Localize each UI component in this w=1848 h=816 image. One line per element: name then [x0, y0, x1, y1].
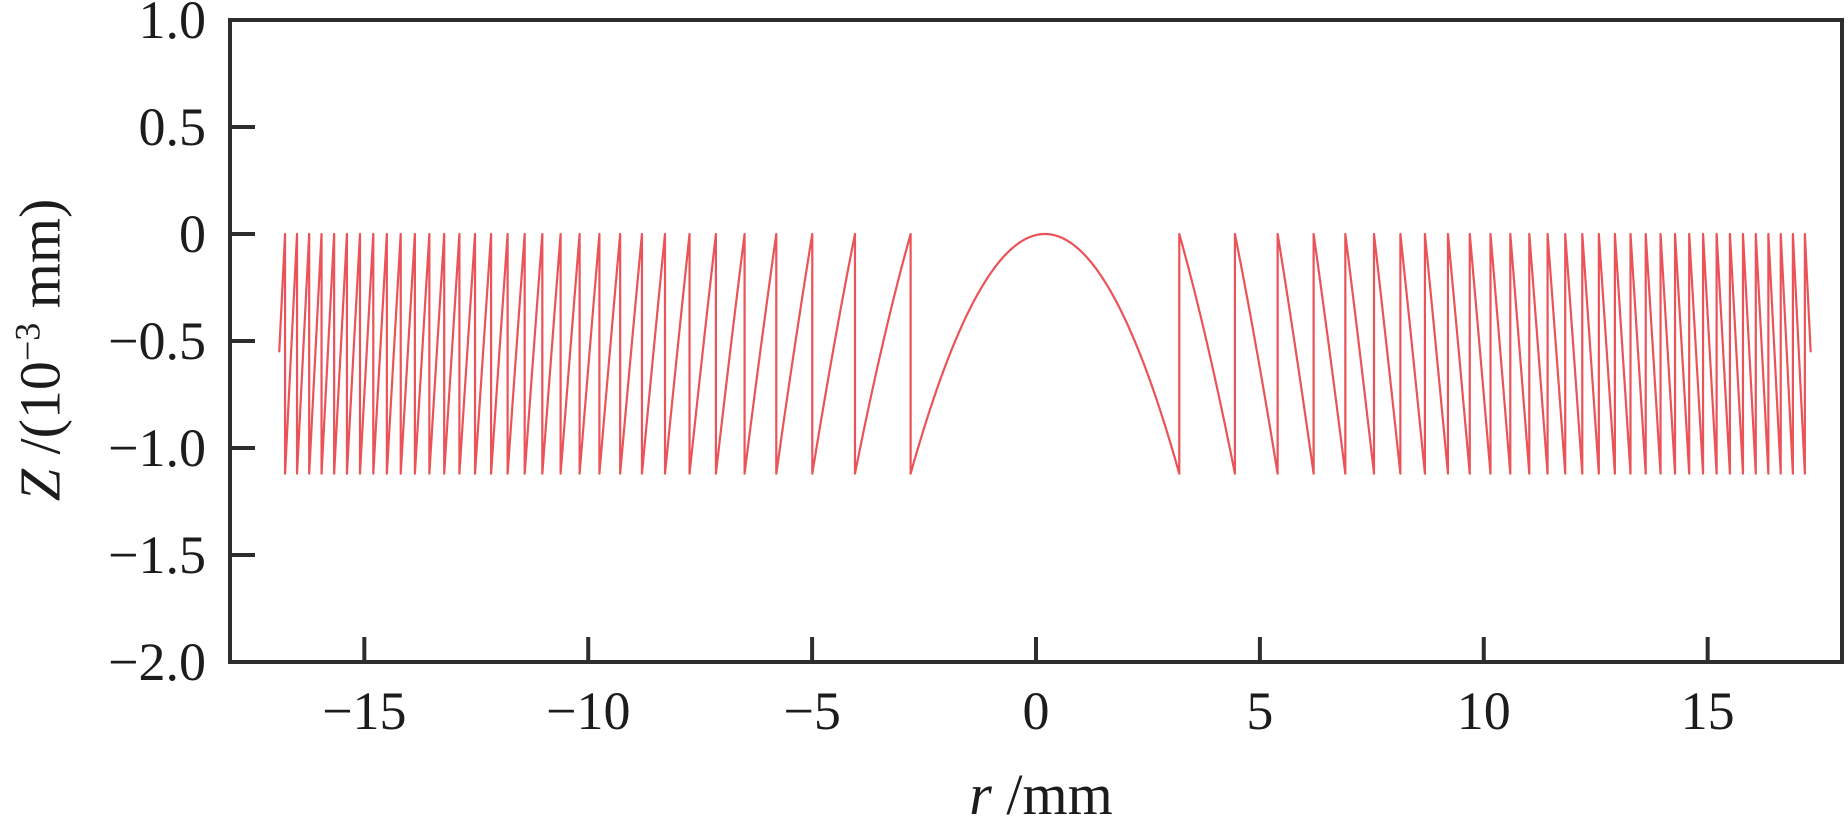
y-tick-label: 0 — [179, 204, 206, 264]
y-axis-unit-post: mm) — [7, 198, 73, 323]
x-tick-label: 0 — [1022, 681, 1050, 741]
y-tick-label: −1.5 — [108, 525, 206, 585]
y-axis-label: Z /(10−3 mm) — [7, 199, 72, 502]
x-tick-label: 10 — [1456, 681, 1511, 741]
x-axis-variable: r — [969, 762, 992, 816]
y-axis-unit-exponent: −3 — [7, 322, 48, 362]
axes-box — [228, 18, 1844, 664]
x-tick-label: −10 — [545, 681, 631, 741]
y-tick-label: 0.5 — [138, 97, 207, 157]
y-axis-variable: Z — [7, 468, 73, 502]
x-tick-label: 5 — [1246, 681, 1274, 741]
x-axis-label: r /mm — [969, 766, 1112, 816]
x-tick-label: −15 — [322, 681, 407, 741]
y-tick-label: −2.0 — [108, 632, 206, 692]
y-tick-label: −0.5 — [108, 311, 206, 371]
y-tick-label: 1.0 — [138, 0, 207, 50]
y-axis-unit-pre: /(10 — [7, 361, 73, 469]
x-tick-label: 15 — [1680, 681, 1735, 741]
y-tick-label: −1.0 — [108, 418, 206, 478]
x-axis-unit: /mm — [991, 762, 1113, 816]
x-tick-label: −5 — [783, 681, 841, 741]
fresnel-profile-curve — [278, 232, 1812, 475]
